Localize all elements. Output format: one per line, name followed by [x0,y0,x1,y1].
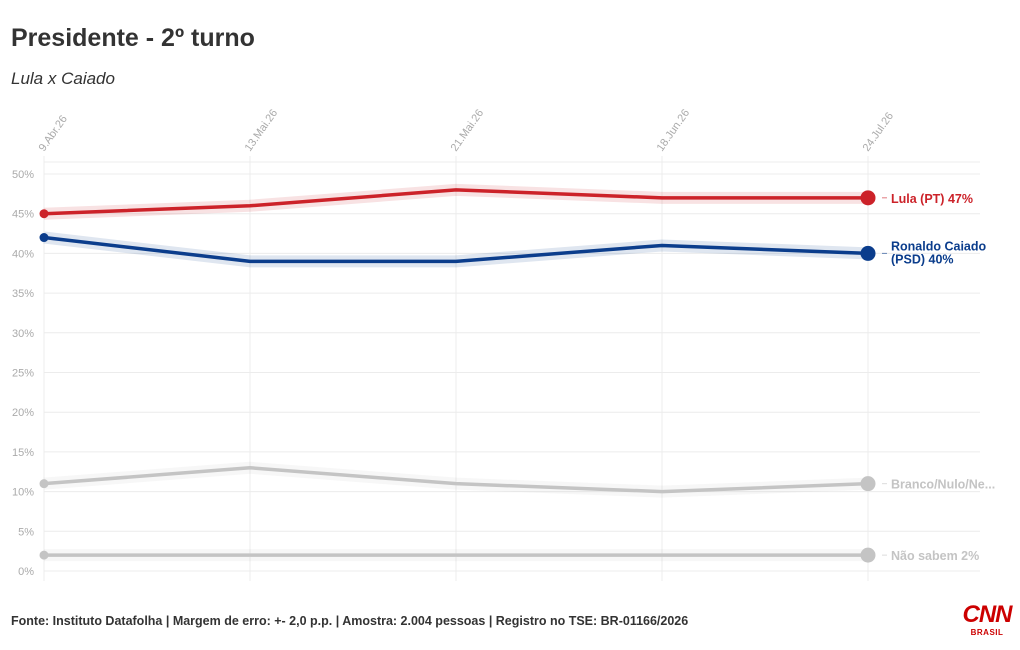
series-line [43,466,869,494]
series-label: Não sabem 2% [891,549,979,563]
y-tick-label: 0% [18,566,34,578]
y-tick-label: 45% [12,209,34,221]
logo-sub: BRASIL [970,628,1004,637]
x-tick-label: 13.Mai.26 [243,107,281,153]
logo-mark: CNN [962,601,1013,628]
source-note: Fonte: Instituto Datafolha | Margem de e… [11,614,689,628]
series-start-point [39,479,49,489]
y-tick-label: 20% [12,407,34,419]
y-tick-label: 35% [12,288,34,300]
series-start-point [39,550,49,560]
series-label: Branco/Nulo/Ne... [891,478,995,492]
series-line [43,188,868,216]
series-label: Ronaldo Caiado [891,239,987,253]
series-end-point [860,476,876,492]
series-end-point [860,245,876,261]
series-start-point [39,209,49,219]
x-tick-label: 9.Abr.26 [37,113,70,153]
x-tick-label: 24.Jul.26 [861,110,896,153]
y-tick-label: 30% [12,328,34,340]
y-tick-label: 5% [18,526,34,538]
x-tick-label: 21.Mai.26 [449,107,487,153]
x-tick-label: 18.Jun.26 [655,107,693,153]
y-tick-label: 10% [12,487,34,499]
series-end-point [860,190,876,206]
series-label: (PSD) 40% [891,252,954,266]
series-line [43,235,869,264]
cnn-brasil-logo: CNN BRASIL [960,602,1014,640]
series-start-point [39,233,49,243]
y-tick-label: 40% [12,248,34,260]
chart-subtitle: Lula x Caiado [11,69,115,88]
y-tick-label: 15% [12,447,34,459]
y-tick-label: 50% [12,169,34,181]
series-end-point [860,547,876,563]
series-label: Lula (PT) 47% [891,192,973,206]
chart-title: Presidente - 2º turno [11,24,255,52]
y-tick-label: 25% [12,368,34,380]
line-chart: 0% 5% 10% 15% 20% 25% 30% 35% 40% 45% 50% 9.Abr.26 1… [12,107,995,581]
